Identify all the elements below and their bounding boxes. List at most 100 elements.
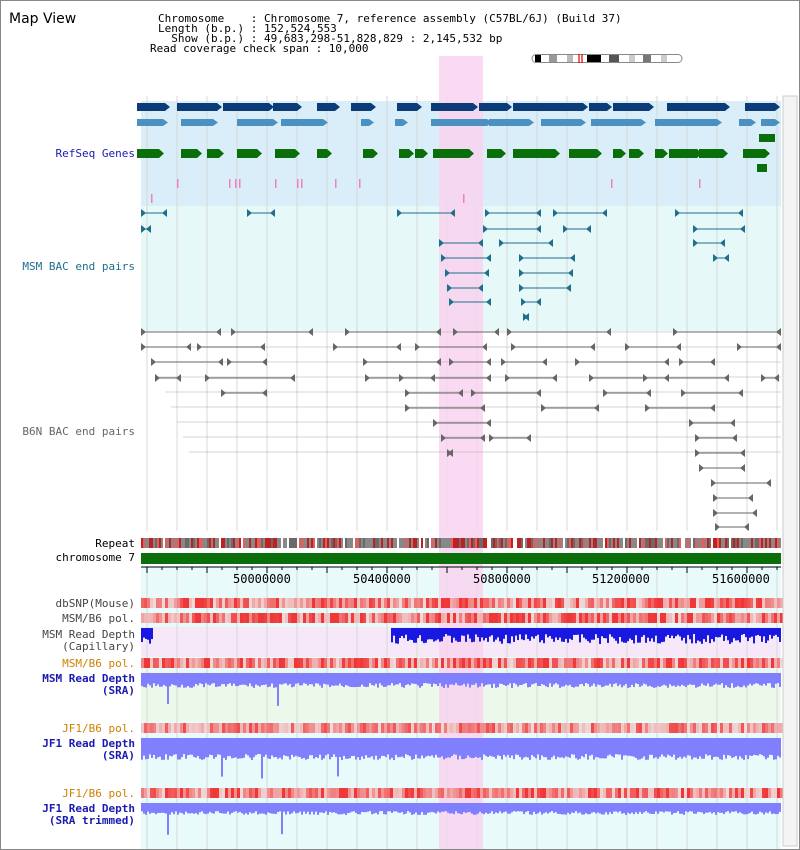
read-depth-bar bbox=[687, 803, 689, 813]
axis-tick-label: 50800000 bbox=[473, 572, 531, 586]
read-depth-bar bbox=[173, 738, 175, 755]
read-depth-bar bbox=[773, 803, 775, 814]
read-depth-bar bbox=[357, 673, 359, 687]
pol-heat bbox=[141, 613, 144, 623]
pol-heat bbox=[597, 598, 600, 608]
read-depth-bar bbox=[191, 803, 193, 814]
read-depth-bar bbox=[419, 738, 421, 759]
read-depth-bar bbox=[227, 803, 229, 812]
read-depth-bar bbox=[177, 803, 179, 815]
read-depth-bar bbox=[595, 628, 597, 635]
repeat-segment bbox=[447, 538, 449, 548]
pol-heat bbox=[759, 723, 762, 733]
track-label-jf1-read-depth-trim[interactable]: JF1 Read Depth (SRA trimmed) bbox=[42, 802, 135, 827]
read-depth-bar bbox=[159, 673, 161, 687]
pol-heat bbox=[723, 788, 726, 798]
read-depth-bar bbox=[201, 673, 203, 684]
pol-heat bbox=[357, 598, 360, 608]
pol-heat bbox=[471, 658, 474, 668]
b6n-bac-pair bbox=[695, 434, 700, 442]
pol-heat bbox=[246, 658, 249, 668]
read-depth-bar bbox=[339, 673, 341, 684]
read-depth-bar bbox=[385, 673, 387, 687]
pol-heat bbox=[378, 613, 381, 623]
pol-heat bbox=[282, 788, 285, 798]
pol-heat bbox=[588, 723, 591, 733]
repeat-segment bbox=[677, 538, 679, 548]
pol-heat bbox=[381, 788, 384, 798]
read-depth-bar bbox=[579, 628, 581, 643]
pol-heat bbox=[216, 613, 219, 623]
track-label-chromosome[interactable]: chromosome 7 bbox=[55, 551, 135, 564]
read-depth-bar bbox=[335, 673, 337, 686]
pol-heat bbox=[441, 613, 444, 623]
pol-heat bbox=[645, 598, 648, 608]
repeat-segment bbox=[549, 538, 551, 548]
repeat-segment bbox=[303, 538, 305, 548]
pol-heat bbox=[201, 788, 204, 798]
pol-heat bbox=[285, 598, 288, 608]
read-depth-bar bbox=[741, 738, 743, 759]
pol-heat bbox=[774, 788, 777, 798]
track-label-jf1-b6-pol-1[interactable]: JF1/B6 pol. bbox=[62, 722, 135, 735]
chromosome-ideogram[interactable] bbox=[531, 54, 683, 63]
pol-heat bbox=[603, 788, 606, 798]
pol-heat bbox=[429, 788, 432, 798]
read-depth-bar bbox=[723, 673, 725, 688]
read-depth-bar bbox=[525, 738, 527, 757]
read-depth-bar bbox=[455, 628, 457, 641]
pol-heat bbox=[297, 598, 300, 608]
pol-heat bbox=[417, 613, 420, 623]
read-depth-bar bbox=[425, 803, 427, 815]
msm-bac-pair bbox=[486, 298, 491, 306]
read-depth-bar bbox=[271, 673, 273, 684]
pol-heat bbox=[324, 788, 327, 798]
track-label-msm-b6-pol-1[interactable]: MSM/B6 pol. bbox=[62, 612, 135, 625]
pol-heat bbox=[492, 598, 495, 608]
read-depth-bar bbox=[273, 738, 275, 758]
read-depth-bar bbox=[327, 738, 329, 755]
read-depth-bar bbox=[529, 803, 531, 815]
repeat-segment bbox=[363, 538, 365, 548]
read-depth-bar bbox=[149, 628, 151, 644]
repeat-segment bbox=[601, 538, 603, 548]
refseq-gene bbox=[397, 103, 417, 111]
pol-heat bbox=[486, 658, 489, 668]
pol-heat bbox=[459, 658, 462, 668]
b6n-bac-pair bbox=[643, 374, 648, 382]
pol-heat bbox=[201, 598, 204, 608]
pol-heat bbox=[570, 723, 573, 733]
read-depth-bar bbox=[403, 803, 405, 815]
track-label-msm-bac[interactable]: MSM BAC end pairs bbox=[22, 260, 135, 273]
read-depth-bar bbox=[713, 738, 715, 758]
pol-heat bbox=[594, 598, 597, 608]
track-label-refseq[interactable]: RefSeq Genes bbox=[55, 147, 135, 160]
read-depth-bar bbox=[627, 738, 629, 756]
track-label-msm-b6-pol-2[interactable]: MSM/B6 pol. bbox=[62, 657, 135, 670]
read-depth-bar bbox=[685, 803, 687, 812]
track-label-msm-read-depth-cap[interactable]: MSM Read Depth (Capillary) bbox=[42, 628, 135, 653]
pol-heat bbox=[165, 723, 168, 733]
track-label-b6n-bac[interactable]: B6N BAC end pairs bbox=[22, 425, 135, 438]
read-depth-bar bbox=[757, 628, 759, 635]
repeat-segment bbox=[559, 538, 561, 548]
track-label-dbsnp[interactable]: dbSNP(Mouse) bbox=[55, 597, 135, 610]
read-depth-bar bbox=[441, 803, 443, 812]
pol-heat bbox=[333, 613, 336, 623]
pol-heat bbox=[669, 723, 672, 733]
pol-heat bbox=[510, 658, 513, 668]
pol-heat bbox=[711, 723, 714, 733]
read-depth-bar bbox=[437, 628, 439, 640]
track-label-jf1-read-depth-sra[interactable]: JF1 Read Depth (SRA) bbox=[42, 737, 135, 762]
repeat-segment bbox=[425, 538, 427, 548]
track-label-msm-read-depth-sra[interactable]: MSM Read Depth (SRA) bbox=[42, 672, 135, 697]
read-depth-bar bbox=[689, 803, 691, 812]
msm-bac-pair bbox=[141, 225, 146, 233]
pol-heat bbox=[273, 613, 276, 623]
track-label-jf1-b6-pol-2[interactable]: JF1/B6 pol. bbox=[62, 787, 135, 800]
b6n-bac-pair bbox=[186, 343, 191, 351]
track-label-repeat[interactable]: Repeat bbox=[95, 537, 135, 550]
gene-arrow bbox=[641, 119, 646, 126]
repeat-segment bbox=[551, 538, 553, 548]
